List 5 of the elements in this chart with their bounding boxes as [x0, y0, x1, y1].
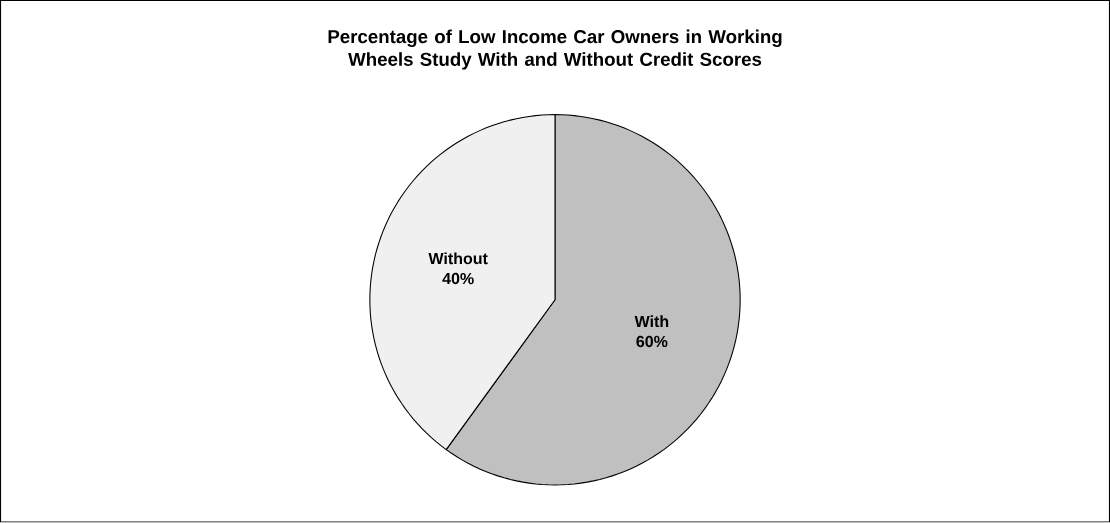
- data-label: 60%: [636, 336, 668, 348]
- slice-label: Without: [428, 252, 488, 265]
- slice-label: With: [634, 315, 669, 328]
- chart-title: Percentage of Low Income Car Owners in Working Wheels Study With and Without Credit Scores: [328, 29, 782, 70]
- data-label: 40%: [442, 273, 474, 285]
